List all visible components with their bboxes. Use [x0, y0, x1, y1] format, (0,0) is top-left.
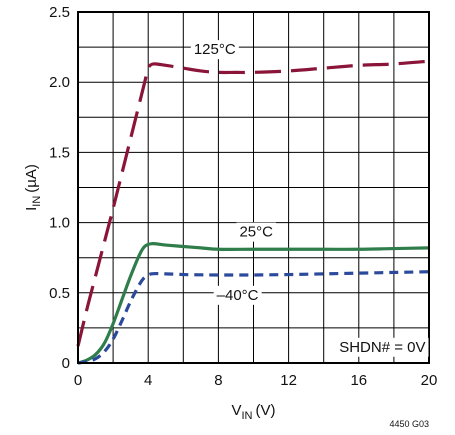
annotation-background [236, 222, 277, 242]
x-tick-label: 16 [350, 372, 367, 389]
annotation-label: 25°C [239, 224, 273, 241]
x-axis-title: VIN (V) [231, 402, 275, 422]
y-axis-title: IIN (µA) [23, 164, 43, 211]
figure-code: 4450 G03 [389, 419, 429, 429]
series-layer [76, 59, 430, 365]
x-axis-title-sub: IN [242, 410, 253, 422]
annotation-layer: 125°C 25°C –40°C SHDN# = 0V [190, 40, 429, 357]
annotation-label: SHDN# = 0V [339, 339, 425, 356]
tick-labels: 0 4 8 12 16 20 0 0.5 1.0 1.5 2.0 2.5 [49, 4, 437, 389]
x-axis-title-main: V [231, 402, 241, 419]
series-line-1 [77, 242, 430, 365]
y-axis-title-main: I [23, 207, 40, 211]
series-line-0 [76, 59, 430, 347]
x-tick-label: 12 [280, 372, 297, 389]
y-tick-label: 1.5 [49, 144, 70, 161]
y-axis-title-unit: (µA) [23, 164, 40, 193]
annotation-background [213, 285, 262, 305]
annotation-label: –40°C [217, 287, 259, 304]
annotation-background [190, 40, 239, 60]
y-axis-title-sub: IN [31, 196, 43, 207]
x-tick-label: 8 [214, 372, 222, 389]
y-tick-label: 2.5 [49, 4, 70, 21]
annotation-label: 125°C [194, 41, 236, 58]
y-tick-label: 0 [62, 355, 70, 372]
plot-frame [77, 11, 430, 364]
series-line-2 [77, 270, 430, 365]
y-tick-label: 1.0 [49, 215, 70, 232]
annotation-background [336, 337, 429, 357]
x-tick-label: 0 [74, 372, 82, 389]
y-tick-label: 0.5 [49, 285, 70, 302]
y-tick-label: 2.0 [49, 74, 70, 91]
y-axis-title-group: IIN (µA) [23, 164, 43, 211]
x-tick-label: 4 [144, 372, 152, 389]
x-axis-title-unit: (V) [256, 402, 276, 419]
x-tick-label: 20 [421, 372, 438, 389]
